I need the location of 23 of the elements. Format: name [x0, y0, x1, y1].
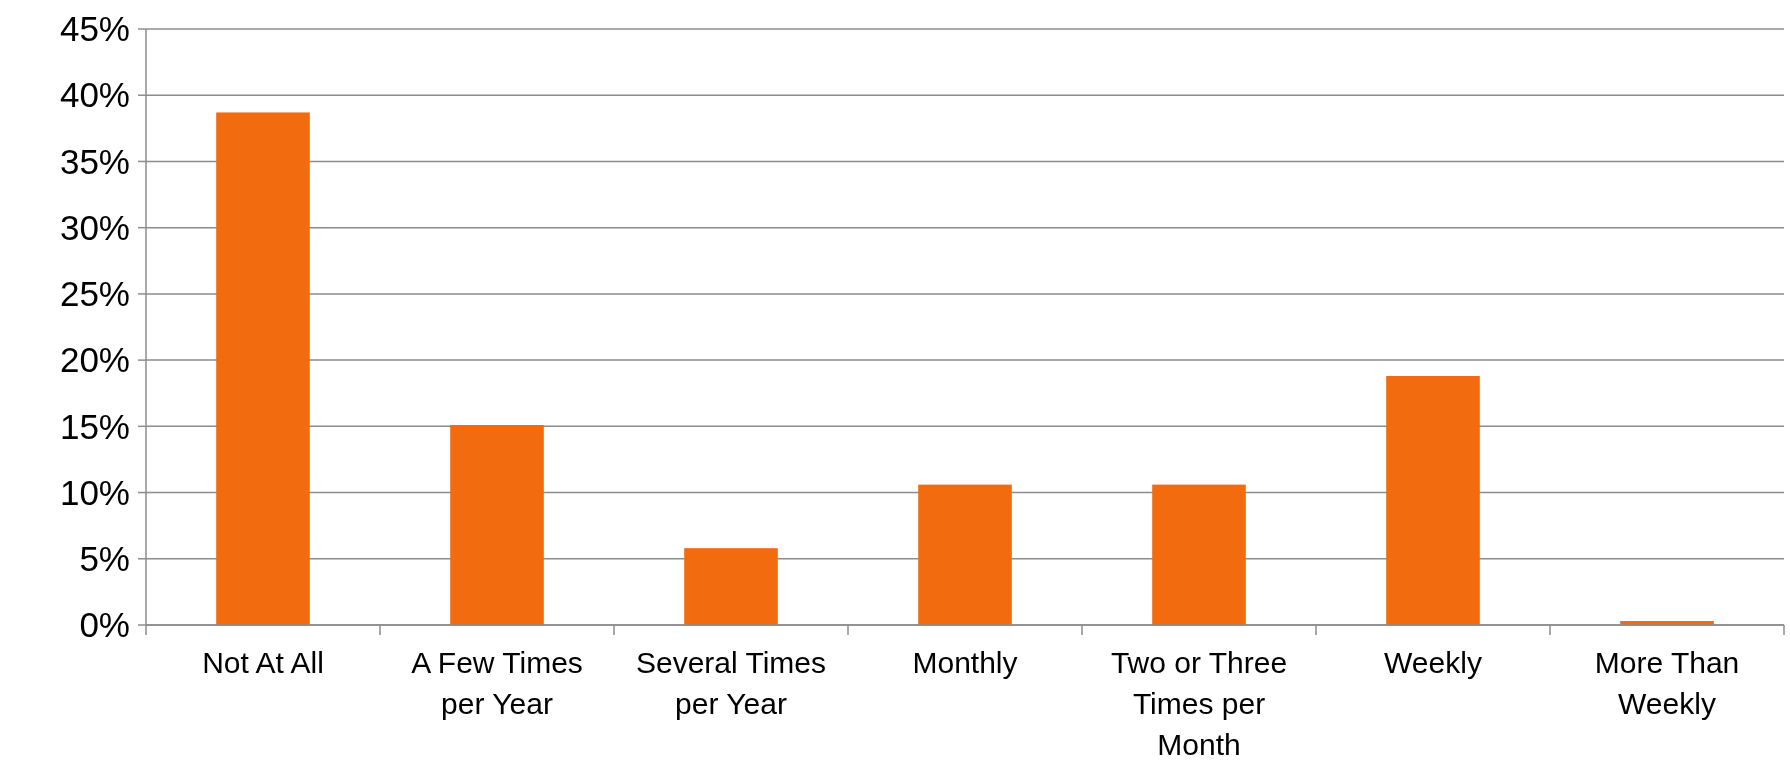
- y-tick-label: 35%: [59, 141, 130, 181]
- bar: [1152, 484, 1246, 625]
- x-tick-label: Weekly: [1384, 646, 1482, 679]
- bar: [216, 112, 310, 625]
- y-tick-label: 25%: [59, 274, 130, 314]
- x-tick-label: Two or Three Times per Month: [1110, 646, 1288, 761]
- bar: [918, 484, 1012, 625]
- bar: [1386, 376, 1480, 625]
- y-tick-label: 40%: [59, 75, 130, 115]
- x-tick-label: Monthly: [912, 646, 1018, 679]
- y-tick-label: 0%: [79, 605, 130, 645]
- bar: [684, 548, 778, 625]
- y-tick-label: 10%: [59, 472, 130, 512]
- bar: [450, 425, 544, 625]
- x-tick-label: More Than Weekly: [1594, 646, 1740, 720]
- y-tick-label: 20%: [59, 340, 130, 380]
- x-tick-label: Not At All: [202, 646, 324, 679]
- x-tick-label: Several Times per Year: [635, 646, 827, 720]
- y-tick-label: 30%: [59, 207, 130, 247]
- x-tick-label: A Few Times per Year: [411, 646, 583, 720]
- y-tick-label: 5%: [79, 539, 130, 579]
- y-tick-label: 45%: [59, 9, 130, 49]
- y-tick-label: 15%: [59, 406, 130, 446]
